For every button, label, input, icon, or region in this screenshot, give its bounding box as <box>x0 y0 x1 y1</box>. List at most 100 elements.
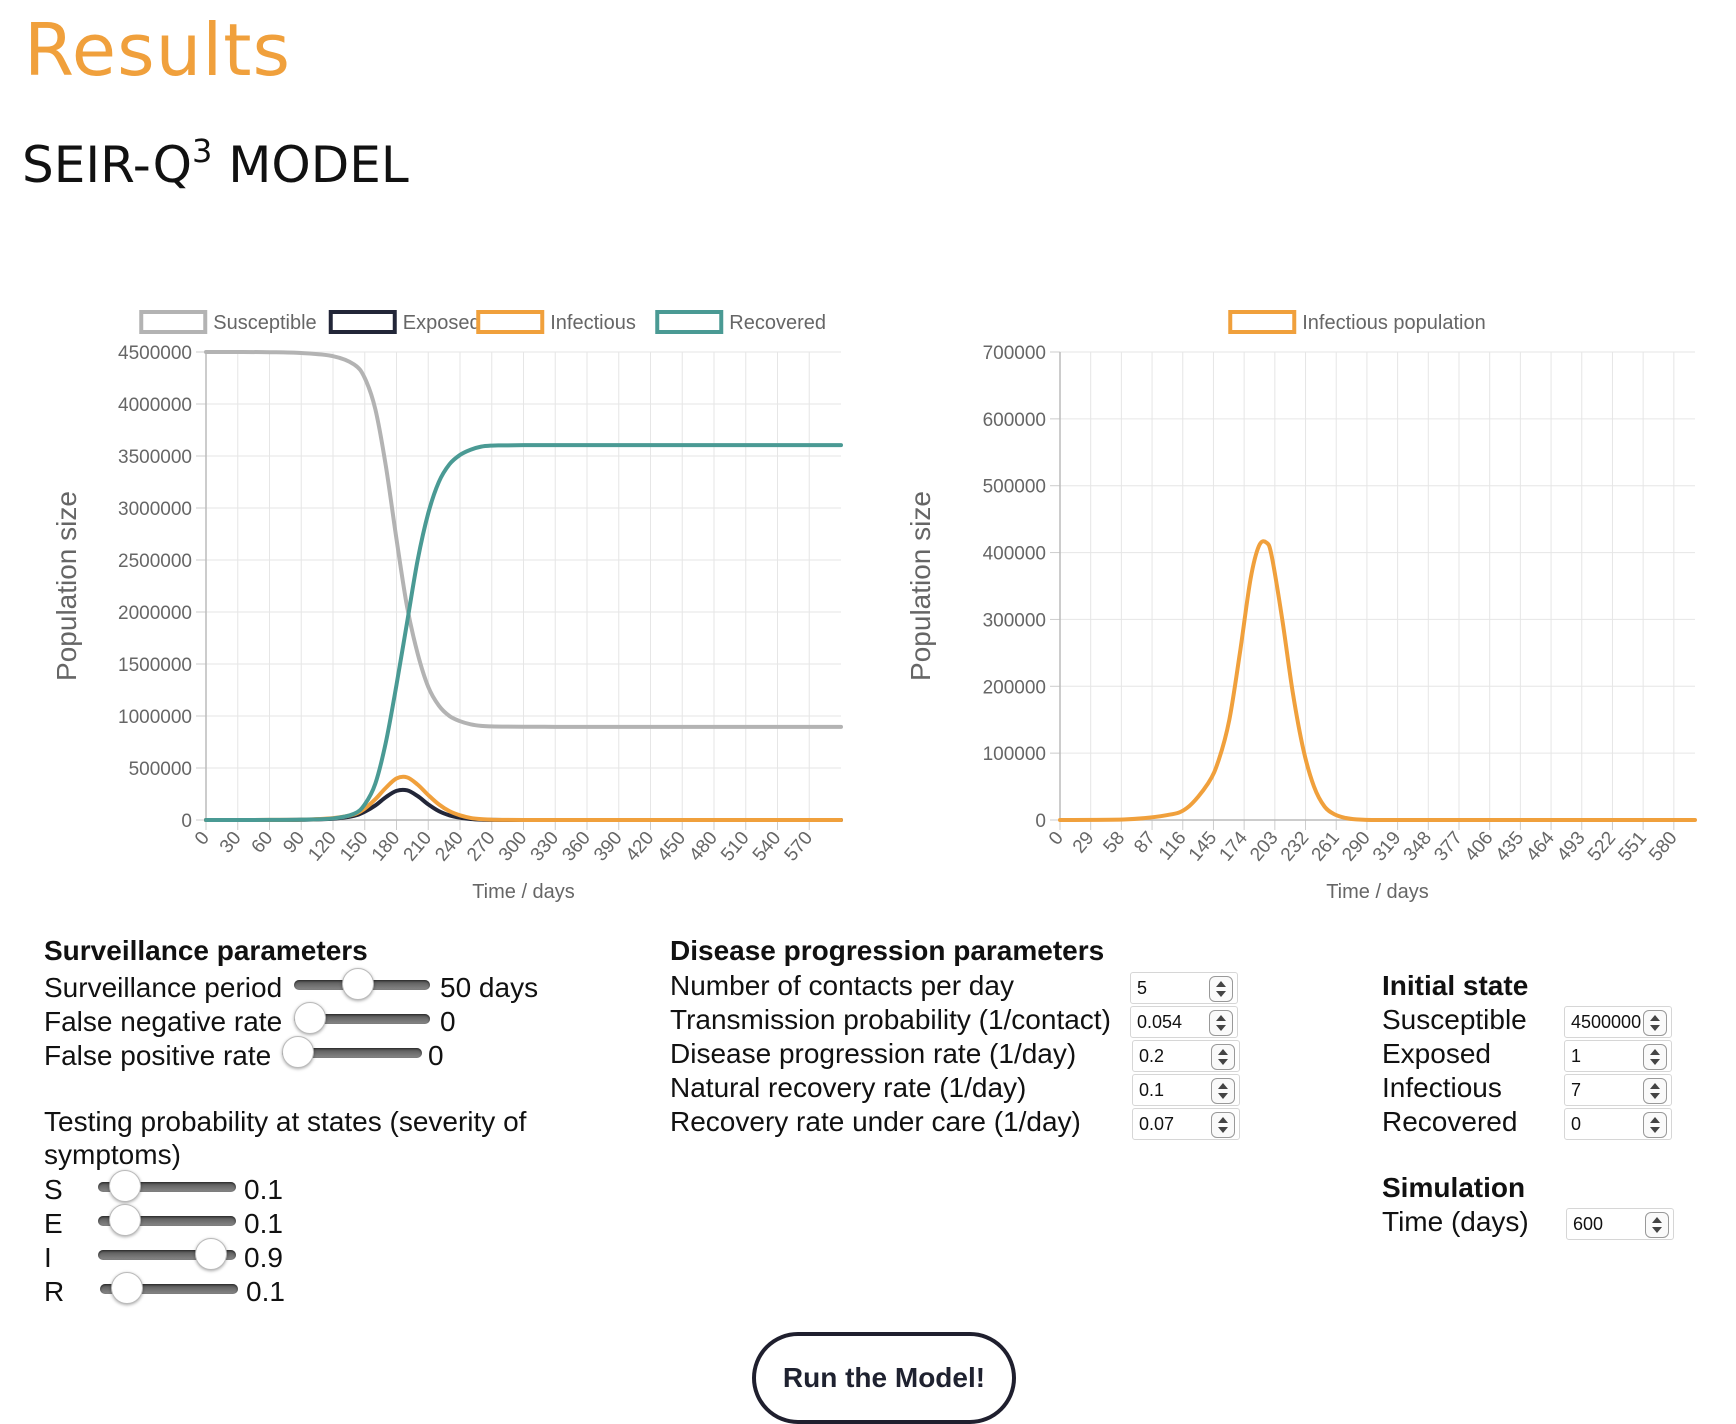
spinner-icon[interactable] <box>1645 1212 1669 1238</box>
slider-thumb[interactable] <box>110 1272 143 1304</box>
spinner-icon[interactable] <box>1209 1010 1233 1036</box>
chevron-down-icon[interactable] <box>1650 1025 1660 1031</box>
spinner-icon[interactable] <box>1209 976 1233 1002</box>
slider-thumb[interactable] <box>341 968 374 1000</box>
legend-label-infectious-population[interactable]: Infectious population <box>1302 312 1485 334</box>
spinner-icon[interactable] <box>1643 1112 1667 1138</box>
false-negative-rate-label: False negative rate <box>44 1006 283 1037</box>
contacts-per-day-input[interactable] <box>1130 972 1238 1004</box>
chevron-down-icon[interactable] <box>1216 991 1226 997</box>
slider-thumb[interactable] <box>108 1170 141 1202</box>
transmission-probability-label: Transmission probability (1/contact) <box>670 1004 1111 1035</box>
x-tick-label: 174 <box>1216 827 1253 865</box>
transmission-probability-value[interactable] <box>1131 1007 1217 1037</box>
x-tick-label: 348 <box>1400 828 1436 866</box>
disease-progression-rate-value[interactable] <box>1133 1041 1219 1071</box>
model-title-superscript: 3 <box>192 132 213 170</box>
model-title-rest: MODEL <box>212 136 409 194</box>
y-tick-label: 4000000 <box>118 395 192 416</box>
chevron-up-icon[interactable] <box>1216 981 1226 987</box>
x-tick-label: 0 <box>1045 828 1068 850</box>
state-r-value: 0.1 <box>246 1276 285 1307</box>
state-s-slider[interactable] <box>98 1170 236 1202</box>
legend-label-susceptible[interactable]: Susceptible <box>213 312 316 334</box>
transmission-probability-input[interactable] <box>1130 1006 1238 1038</box>
susceptible-label: Susceptible <box>1382 1004 1527 1035</box>
natural-recovery-rate-value[interactable] <box>1133 1075 1219 1105</box>
legend-swatch-susceptible[interactable] <box>139 310 208 334</box>
infectious-input[interactable] <box>1564 1074 1672 1106</box>
run-model-button[interactable]: Run the Model! <box>752 1332 1016 1424</box>
simulation-time-value[interactable] <box>1567 1209 1653 1239</box>
legend-label-infectious[interactable]: Infectious <box>550 312 636 334</box>
state-r-slider[interactable] <box>100 1272 238 1304</box>
chevron-up-icon[interactable] <box>1650 1117 1660 1123</box>
spinner-icon[interactable] <box>1211 1078 1235 1104</box>
x-tick-label: 450 <box>654 828 690 866</box>
chevron-down-icon[interactable] <box>1650 1059 1660 1065</box>
chevron-up-icon[interactable] <box>1218 1117 1228 1123</box>
slider-thumb[interactable] <box>282 1036 314 1068</box>
state-i-slider[interactable] <box>98 1238 236 1270</box>
surveillance-period-slider[interactable] <box>294 968 430 1000</box>
chevron-up-icon[interactable] <box>1650 1015 1660 1021</box>
susceptible-input[interactable] <box>1564 1006 1672 1038</box>
series-line-susceptible <box>204 349 843 729</box>
spinner-icon[interactable] <box>1211 1044 1235 1070</box>
chevron-down-icon[interactable] <box>1218 1093 1228 1099</box>
false-positive-rate-slider[interactable] <box>282 1036 422 1068</box>
x-tick-label: 290 <box>1338 828 1374 866</box>
spinner-icon[interactable] <box>1643 1010 1667 1036</box>
chevron-down-icon[interactable] <box>1650 1127 1660 1133</box>
false-negative-rate-slider[interactable] <box>294 1002 430 1034</box>
chevron-down-icon[interactable] <box>1218 1127 1228 1133</box>
surveillance-period-value: 50 days <box>440 972 539 1003</box>
legend-swatch-infectious-population[interactable] <box>1228 310 1297 334</box>
legend-swatch-exposed[interactable] <box>328 310 397 334</box>
chevron-up-icon[interactable] <box>1650 1049 1660 1055</box>
susceptible-value[interactable] <box>1565 1007 1651 1037</box>
chevron-down-icon[interactable] <box>1652 1227 1662 1233</box>
state-i-value: 0.9 <box>244 1242 283 1273</box>
chevron-up-icon[interactable] <box>1216 1015 1226 1021</box>
chevron-up-icon[interactable] <box>1650 1083 1660 1089</box>
y-tick-label: 3500000 <box>118 447 192 468</box>
legend-label-recovered[interactable]: Recovered <box>729 312 826 334</box>
spinner-icon[interactable] <box>1211 1112 1235 1138</box>
simulation-time-input[interactable] <box>1566 1208 1674 1240</box>
spinner-icon[interactable] <box>1643 1078 1667 1104</box>
slider-thumb[interactable] <box>294 1002 326 1034</box>
chevron-down-icon[interactable] <box>1218 1059 1228 1065</box>
x-tick-label: 270 <box>463 828 499 866</box>
slider-thumb[interactable] <box>195 1238 228 1270</box>
spinner-icon[interactable] <box>1643 1044 1667 1070</box>
infectious-value[interactable] <box>1565 1075 1651 1105</box>
chevron-up-icon[interactable] <box>1218 1049 1228 1055</box>
exposed-input[interactable] <box>1564 1040 1672 1072</box>
x-tick-label: 29 <box>1069 828 1099 858</box>
natural-recovery-rate-input[interactable] <box>1132 1074 1240 1106</box>
legend-label-exposed[interactable]: Exposed <box>403 312 481 334</box>
chevron-up-icon[interactable] <box>1652 1217 1662 1223</box>
disease-progression-rate-input[interactable] <box>1132 1040 1240 1072</box>
chevron-down-icon[interactable] <box>1650 1093 1660 1099</box>
legend-swatch-infectious[interactable] <box>476 310 545 334</box>
chevron-up-icon[interactable] <box>1218 1083 1228 1089</box>
simulation-heading: Simulation <box>1382 1172 1526 1203</box>
x-tick-label: 0 <box>191 828 214 850</box>
recovered-input[interactable] <box>1564 1108 1672 1140</box>
contacts-per-day-value[interactable] <box>1131 973 1217 1003</box>
recovered-value[interactable] <box>1565 1109 1651 1139</box>
x-axis-title: Time / days <box>472 881 575 903</box>
exposed-value[interactable] <box>1565 1041 1651 1071</box>
chevron-down-icon[interactable] <box>1216 1025 1226 1031</box>
recovery-rate-under-care-input[interactable] <box>1132 1108 1240 1140</box>
state-e-slider[interactable] <box>98 1204 236 1236</box>
recovered-label: Recovered <box>1382 1106 1518 1137</box>
x-tick-label: 60 <box>248 828 278 858</box>
series-line-recovered <box>204 443 843 822</box>
legend-swatch-recovered[interactable] <box>655 310 724 334</box>
recovery-rate-under-care-value[interactable] <box>1133 1109 1219 1139</box>
slider-thumb[interactable] <box>108 1204 141 1236</box>
y-tick-label: 700000 <box>983 343 1046 364</box>
